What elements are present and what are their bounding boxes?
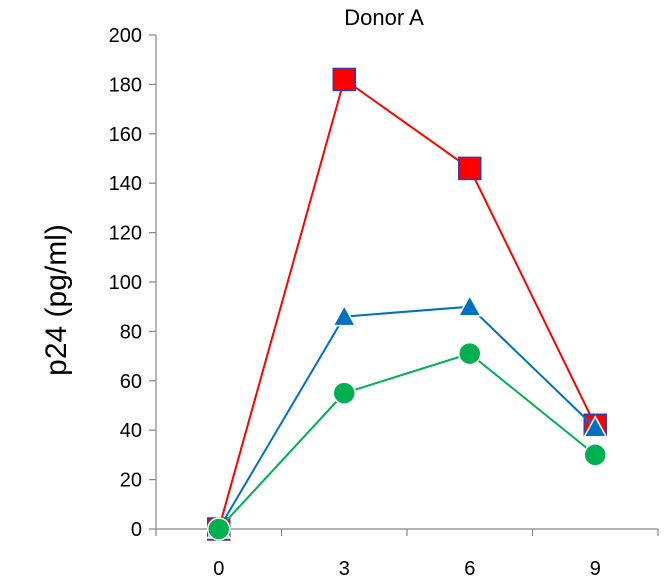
y-tick-label: 160 — [109, 124, 142, 146]
series-line — [217, 305, 596, 530]
circle-marker — [332, 381, 356, 405]
y-tick-label: 80 — [120, 321, 142, 343]
y-tick-labels: 0 20 40 60 80 100 120 140 160 180 200 — [109, 25, 142, 541]
series-line — [218, 352, 596, 530]
x-tick-label: 3 — [339, 558, 350, 580]
square-marker — [458, 156, 482, 181]
chart-title: Donor A — [344, 5, 424, 30]
axes — [149, 34, 659, 536]
y-axis-label: p24 (pg/ml) — [40, 224, 73, 376]
series-2 — [206, 294, 608, 539]
triangle-marker — [582, 415, 608, 438]
x-tick-labels: 0 3 6 9 — [213, 558, 601, 580]
series-layer — [206, 67, 608, 541]
circle-marker — [583, 443, 607, 467]
y-tick-label: 60 — [120, 371, 142, 393]
triangle-marker — [457, 294, 483, 317]
y-tick-label: 20 — [120, 470, 142, 492]
y-tick-label: 120 — [109, 223, 142, 245]
x-tick-label: 9 — [590, 558, 601, 580]
y-tick-label: 40 — [120, 420, 142, 442]
square-marker — [332, 67, 356, 92]
series-1 — [207, 67, 607, 541]
series-line — [217, 77, 597, 530]
x-tick-label: 0 — [213, 558, 224, 580]
triangle-marker — [331, 304, 357, 327]
y-tick-label: 140 — [109, 173, 142, 195]
y-tick-label: 100 — [109, 272, 142, 294]
x-tick-label: 6 — [464, 558, 475, 580]
series-3 — [207, 341, 607, 541]
y-tick-label: 180 — [109, 74, 142, 96]
y-tick-label: 200 — [109, 25, 142, 47]
circle-marker — [458, 341, 482, 366]
y-tick-label: 0 — [131, 519, 142, 541]
circle-marker — [207, 517, 231, 541]
